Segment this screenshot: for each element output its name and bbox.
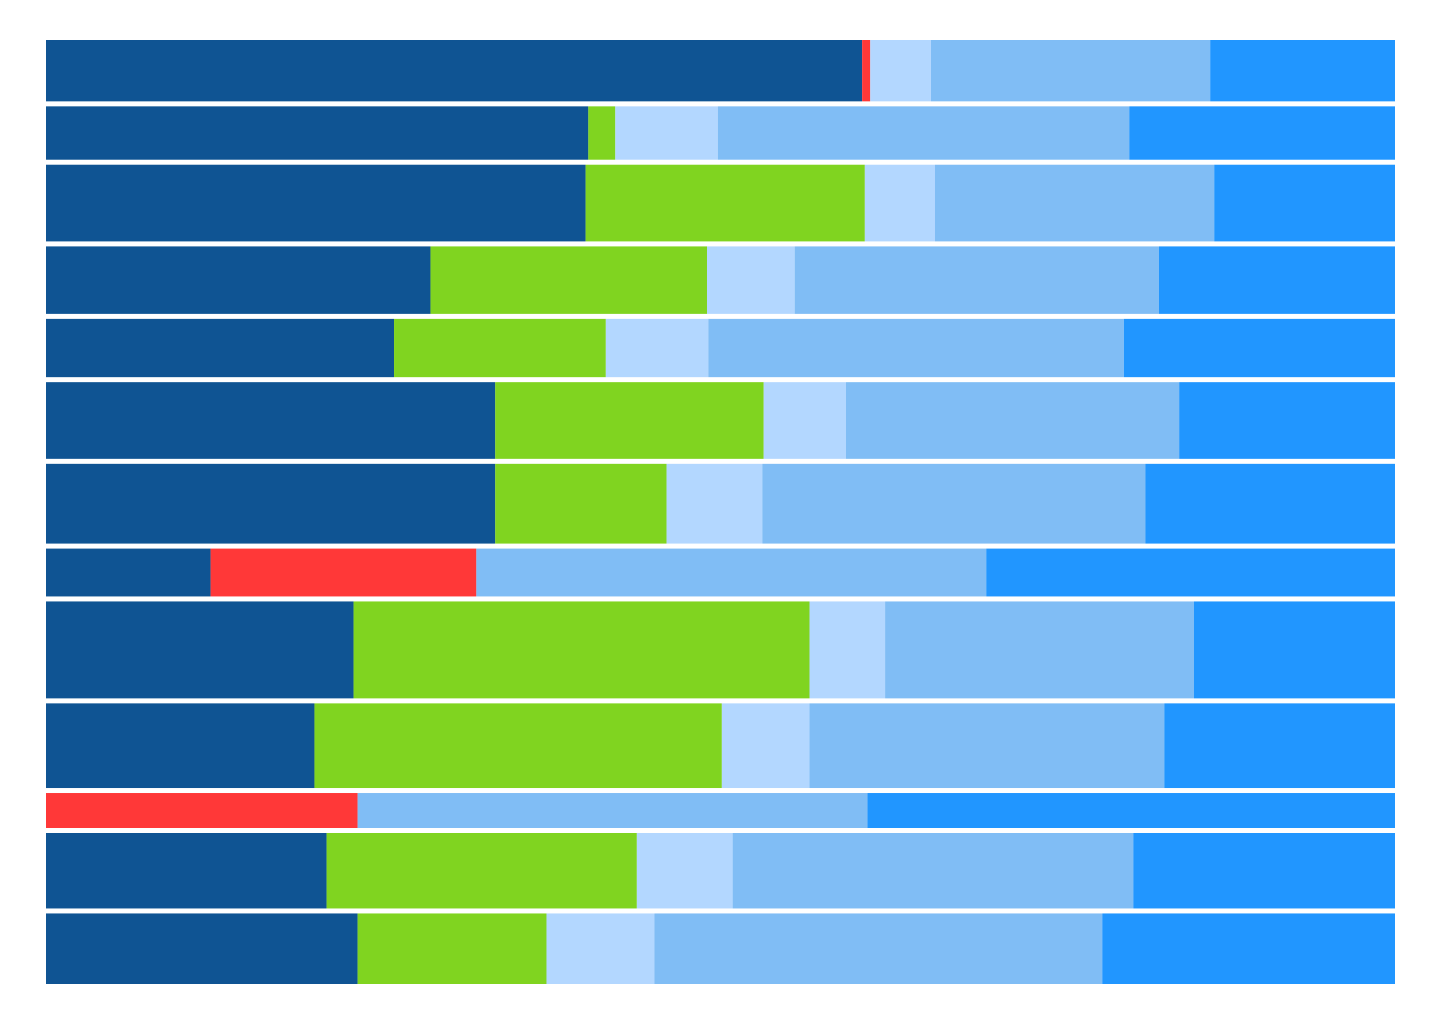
bar-segment-10-1	[46, 703, 315, 789]
bar-row-7	[46, 463, 1395, 544]
bar-segment-5-4	[708, 318, 1124, 378]
bar-segment-9-3	[809, 601, 886, 699]
bar-row-10	[46, 703, 1395, 789]
bar-segment-1-5	[1210, 40, 1395, 102]
bar-segment-12-4	[732, 833, 1134, 909]
bar-segment-4-3	[707, 246, 795, 314]
bar-segment-5-3	[605, 318, 709, 378]
bar-segment-13-2	[357, 913, 547, 984]
bar-segment-6-2	[495, 382, 764, 459]
bar-segment-3-2	[585, 164, 865, 242]
bar-segment-7-3	[666, 463, 763, 544]
bar-segment-10-2	[314, 703, 722, 789]
bar-segment-8-2	[210, 548, 477, 597]
bar-segment-5-5	[1123, 318, 1395, 378]
bar-segment-6-1	[46, 382, 496, 459]
bar-segment-12-5	[1133, 833, 1395, 909]
bar-segment-6-5	[1179, 382, 1395, 459]
bar-segment-10-5	[1164, 703, 1395, 789]
bar-segment-2-3	[615, 106, 718, 160]
bar-segment-10-3	[721, 703, 810, 789]
bar-row-4	[46, 246, 1395, 314]
bar-segment-8-4	[986, 548, 1395, 597]
bar-segment-10-4	[809, 703, 1165, 789]
bar-segment-13-1	[46, 913, 358, 984]
bar-segment-7-2	[495, 463, 667, 544]
bar-row-5	[46, 318, 1395, 378]
bar-segment-5-1	[46, 318, 395, 378]
bar-segment-4-5	[1158, 246, 1395, 314]
bar-segment-1-1	[46, 40, 863, 102]
bar-segment-1-3	[870, 40, 931, 102]
bar-segment-2-2	[588, 106, 616, 160]
bar-row-12	[46, 833, 1395, 909]
bar-row-9	[46, 601, 1395, 699]
bar-segment-1-2	[862, 40, 871, 102]
bar-segment-12-1	[46, 833, 327, 909]
bar-row-2	[46, 106, 1395, 160]
bar-segment-6-3	[763, 382, 846, 459]
bar-segment-13-5	[1102, 913, 1395, 984]
bar-segment-11-2	[357, 793, 868, 828]
bar-segment-9-1	[46, 601, 354, 699]
bar-segment-3-3	[864, 164, 935, 242]
bar-segment-5-2	[394, 318, 606, 378]
bar-segment-3-5	[1214, 164, 1395, 242]
bar-segment-2-5	[1129, 106, 1395, 160]
bar-segment-4-2	[430, 246, 708, 314]
bar-segment-2-1	[46, 106, 589, 160]
bar-segment-2-4	[717, 106, 1130, 160]
bar-segment-3-1	[46, 164, 586, 242]
bar-segment-13-3	[546, 913, 655, 984]
bar-segment-9-4	[885, 601, 1194, 699]
bar-segment-3-4	[934, 164, 1215, 242]
bar-segment-13-4	[654, 913, 1103, 984]
bar-row-11	[46, 793, 1395, 828]
bar-row-13	[46, 913, 1395, 984]
bar-segment-7-1	[46, 463, 496, 544]
bar-segment-6-4	[845, 382, 1180, 459]
bar-segment-7-5	[1145, 463, 1395, 544]
bar-segment-4-1	[46, 246, 431, 314]
bar-segment-4-4	[794, 246, 1159, 314]
bar-segment-1-4	[930, 40, 1211, 102]
bar-segment-12-3	[636, 833, 733, 909]
bar-segment-7-4	[762, 463, 1146, 544]
bar-row-6	[46, 382, 1395, 459]
bar-segment-11-3	[867, 793, 1395, 828]
bar-row-1	[46, 40, 1395, 102]
bar-segment-12-2	[326, 833, 637, 909]
bar-segment-11-1	[46, 793, 358, 828]
bar-segment-9-5	[1194, 601, 1395, 699]
bar-segment-8-1	[46, 548, 211, 597]
bar-segment-8-3	[476, 548, 987, 597]
bar-row-8	[46, 548, 1395, 597]
bar-segment-9-2	[353, 601, 810, 699]
bar-row-3	[46, 164, 1395, 242]
